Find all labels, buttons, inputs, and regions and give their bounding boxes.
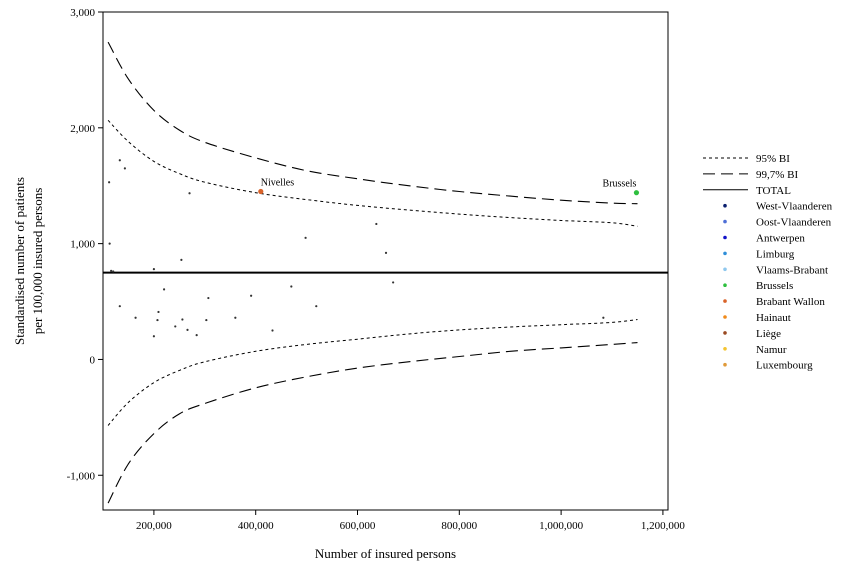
legend-label: 95% BI — [756, 153, 790, 165]
data-point — [118, 159, 121, 162]
x-axis-label: Number of insured persons — [315, 546, 456, 561]
legend-marker-swatch — [723, 203, 727, 208]
data-point — [304, 236, 307, 239]
x-tick-label: 200,000 — [136, 520, 172, 532]
data-point — [250, 294, 253, 297]
legend-label: Liège — [756, 328, 781, 340]
x-tick-label: 1,000,000 — [539, 520, 584, 532]
legend-label: Brussels — [756, 280, 793, 292]
data-point — [181, 318, 184, 321]
data-point — [134, 316, 137, 319]
data-point — [375, 222, 378, 226]
plot-frame — [102, 11, 669, 511]
data-point — [156, 318, 159, 322]
lines-layer — [103, 41, 668, 504]
data-point — [234, 316, 237, 319]
legend-marker-swatch — [723, 267, 727, 272]
legend-label: Brabant Wallon — [756, 296, 825, 308]
point-label: Brussels — [603, 179, 637, 190]
y-tick-label: 0 — [90, 354, 96, 366]
data-point — [180, 258, 183, 261]
data-point — [174, 325, 177, 328]
data-point — [118, 305, 121, 308]
legend-marker-swatch — [723, 347, 727, 351]
y-tick-label: 3,000 — [70, 7, 95, 19]
legend-label: Antwerpen — [756, 233, 805, 245]
data-point — [207, 296, 210, 300]
data-point — [315, 305, 318, 308]
data-point — [392, 281, 395, 284]
legend-label: Limburg — [756, 248, 795, 260]
data-point — [152, 335, 156, 338]
ci997-upper-line — [107, 41, 638, 205]
legend-label: 99,7% BI — [756, 169, 799, 181]
legend-marker-swatch — [723, 362, 727, 367]
data-point — [162, 288, 166, 291]
y-axis-label-line-2: per 100,000 insured persons — [30, 188, 45, 335]
x-tick-label: 800,000 — [441, 520, 477, 532]
data-point — [108, 242, 111, 245]
legend-marker-swatch — [723, 331, 727, 335]
y-tick-label: 1,000 — [70, 239, 95, 251]
legend-marker-swatch — [723, 251, 727, 256]
data-point — [123, 167, 126, 170]
points-layer: Brussels Nivelles — [108, 159, 640, 338]
legend-marker-swatch — [723, 315, 727, 319]
data-point — [157, 310, 160, 314]
x-tick-label: 600,000 — [340, 520, 376, 532]
legend-marker-swatch — [723, 235, 727, 240]
y-axis-label-line-1: Standardised number of patients — [12, 177, 27, 345]
legend-marker-swatch — [723, 219, 727, 224]
legend-label: Vlaams-Brabant — [756, 264, 828, 276]
x-tick-label: 400,000 — [238, 520, 274, 532]
data-point — [602, 316, 605, 319]
legend-label: Luxembourg — [756, 360, 813, 372]
data-point — [271, 329, 274, 332]
legend-label: Namur — [756, 344, 787, 356]
ci95-lower-line — [107, 319, 638, 426]
legend-label: West-Vlaanderen — [756, 201, 833, 213]
data-point — [290, 285, 293, 288]
data-point — [205, 318, 208, 322]
legend: 95% BI 99,7% BI TOTAL West-Vlaanderen Oost-V… — [703, 153, 833, 372]
data-point — [384, 251, 388, 254]
axes-layer: 200,000 400,000 600,000 800,000 1,000,000 1,2… — [12, 7, 685, 561]
ci95-upper-line — [107, 119, 638, 227]
data-point — [186, 328, 189, 332]
data-point — [112, 270, 115, 273]
legend-label: TOTAL — [756, 185, 791, 197]
y-tick-label: -1,000 — [67, 470, 96, 482]
data-point — [110, 269, 113, 272]
legend-marker-swatch — [723, 299, 727, 303]
data-point — [258, 188, 264, 195]
data-point — [195, 334, 198, 337]
ci997-lower-line — [107, 342, 638, 504]
legend-label: Hainaut — [756, 312, 791, 324]
data-point — [188, 192, 191, 195]
legend-label: Oost-Vlaanderen — [756, 217, 832, 229]
y-tick-label: 2,000 — [70, 123, 95, 135]
x-tick-label: 1,200,000 — [641, 520, 686, 532]
point-label: Nivelles — [261, 178, 294, 189]
legend-marker-swatch — [723, 283, 727, 288]
data-point — [108, 181, 111, 184]
data-point — [633, 190, 640, 196]
data-point — [152, 268, 156, 271]
